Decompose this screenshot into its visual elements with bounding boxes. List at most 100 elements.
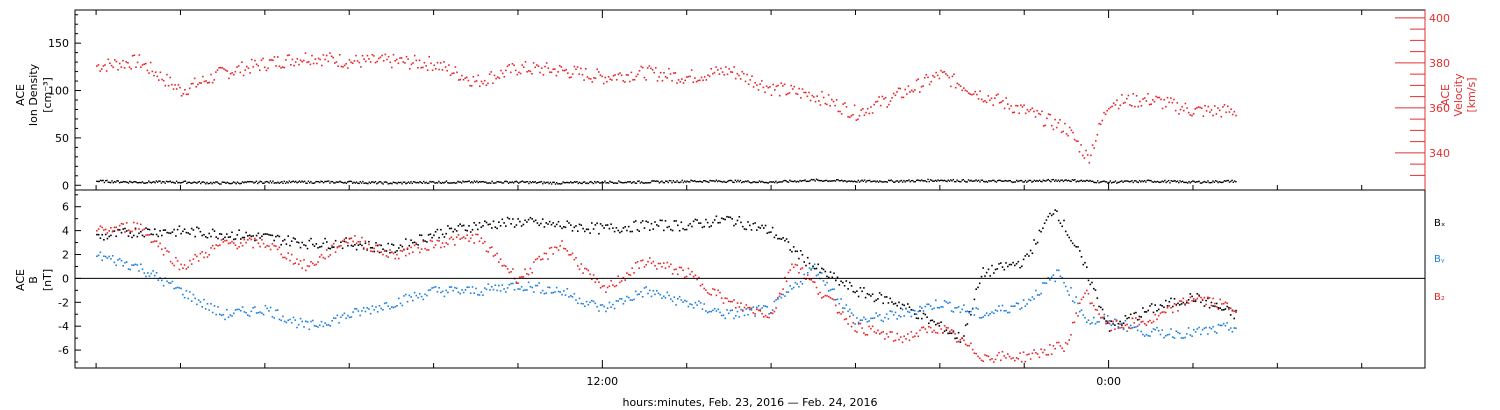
- velocity-point: [774, 89, 776, 91]
- bz-point: [496, 252, 498, 255]
- density-point: [784, 179, 786, 182]
- top-right-label-line-1: ACE: [1439, 84, 1452, 106]
- velocity-point: [547, 67, 550, 69]
- bx-point: [226, 233, 228, 235]
- velocity-point: [301, 60, 303, 63]
- by-point: [833, 288, 835, 290]
- bx-point: [541, 218, 544, 220]
- velocity-point: [881, 95, 884, 98]
- bottom-left-tick-label: 2: [62, 249, 69, 262]
- top-left-tick-label: 50: [55, 132, 69, 145]
- by-point: [608, 301, 611, 304]
- density-point: [487, 182, 489, 184]
- density-point: [909, 181, 911, 183]
- density-point: [860, 180, 862, 182]
- by-point: [650, 295, 653, 298]
- bx-point: [773, 236, 776, 239]
- by-point: [489, 289, 491, 291]
- bz-point: [1136, 325, 1139, 327]
- bx-point: [412, 241, 414, 244]
- by-point: [952, 311, 955, 313]
- bx-point: [427, 234, 430, 236]
- by-point: [394, 305, 397, 308]
- density-point: [301, 180, 303, 182]
- by-point: [631, 299, 633, 301]
- density-point: [292, 180, 294, 182]
- bz-point: [1001, 350, 1004, 353]
- density-point: [917, 179, 919, 181]
- by-point: [108, 255, 110, 258]
- density-point: [244, 181, 246, 183]
- velocity-point: [146, 69, 149, 72]
- velocity-point: [1052, 128, 1055, 131]
- density-point: [118, 182, 121, 184]
- bx-point: [278, 235, 281, 238]
- by-point: [605, 310, 607, 313]
- bz-point: [206, 256, 209, 258]
- density-point: [665, 180, 667, 182]
- bx-point: [508, 218, 511, 220]
- top-left-label-line-2: Ion Density: [27, 63, 40, 126]
- bottom-left-tick-label: 6: [62, 201, 69, 214]
- velocity-point: [1124, 101, 1126, 104]
- density-point: [1055, 179, 1057, 181]
- bz-point: [1170, 307, 1172, 309]
- bz-point: [885, 333, 888, 335]
- bz-point: [336, 246, 339, 249]
- bx-point: [926, 316, 928, 318]
- density-point: [459, 181, 462, 183]
- by-point: [1187, 327, 1190, 329]
- bz-point: [526, 273, 528, 275]
- bx-point: [285, 243, 288, 245]
- bz-point: [627, 273, 630, 276]
- bx-point: [362, 248, 365, 250]
- bx-point: [873, 300, 876, 303]
- bz-point: [268, 245, 270, 247]
- by-point: [594, 302, 597, 305]
- bx-point: [982, 267, 984, 269]
- by-point: [387, 305, 389, 307]
- velocity-point: [1096, 134, 1099, 136]
- bz-point: [134, 228, 137, 231]
- bz-point: [529, 267, 532, 270]
- density-point: [366, 182, 368, 184]
- velocity-point: [1108, 108, 1110, 110]
- velocity-point: [203, 80, 206, 83]
- density-point: [775, 180, 777, 182]
- by-point: [708, 310, 711, 313]
- bz-point: [735, 307, 737, 309]
- density-point: [957, 180, 960, 182]
- bx-point: [857, 295, 860, 298]
- by-point: [766, 306, 769, 308]
- by-point: [1033, 298, 1035, 300]
- density-point: [880, 180, 882, 183]
- bz-point: [947, 327, 949, 329]
- by-point: [259, 311, 261, 313]
- bx-point: [636, 229, 639, 231]
- by-point: [1203, 327, 1206, 330]
- bx-point: [798, 257, 800, 260]
- velocity-point: [871, 112, 874, 114]
- bx-point: [312, 243, 314, 246]
- velocity-point: [906, 93, 908, 95]
- density-point: [298, 180, 301, 182]
- bz-point: [280, 253, 282, 256]
- bz-point: [592, 274, 595, 276]
- velocity-point: [565, 68, 567, 71]
- density-point: [672, 180, 674, 182]
- bz-point: [819, 291, 821, 294]
- density-point: [358, 182, 360, 185]
- bz-point: [1145, 324, 1148, 326]
- bx-point: [703, 225, 705, 228]
- by-point: [1200, 333, 1202, 336]
- by-point: [1228, 329, 1230, 331]
- bz-point: [615, 284, 618, 287]
- bz-point: [777, 296, 779, 299]
- density-point: [421, 182, 424, 184]
- by-point: [520, 286, 523, 288]
- bz-point: [1184, 303, 1186, 305]
- by-point: [940, 306, 942, 308]
- velocity-point: [110, 64, 113, 67]
- velocity-point: [780, 82, 783, 84]
- bx-point: [240, 238, 242, 240]
